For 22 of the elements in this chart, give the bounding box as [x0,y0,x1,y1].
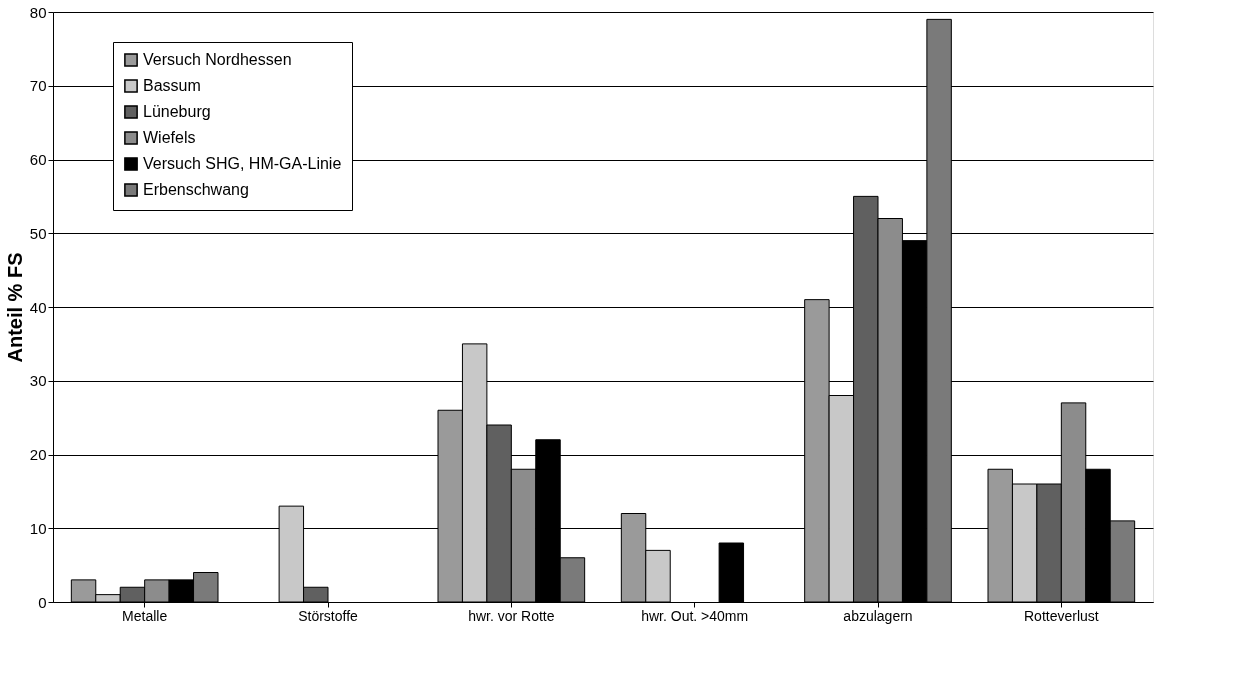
y-tick-label: 80 [29,3,47,21]
y-tick-label: 60 [29,151,47,168]
legend-label: Bassum [143,77,201,94]
x-tick-label: Metalle [122,607,168,624]
legend-label: Versuch SHG, HM-GA-Linie [143,155,342,172]
legend-label: Erbenschwang [143,181,249,198]
y-tick-label: 10 [29,519,47,537]
x-tick-label: Störstoffe [298,607,359,624]
x-tick-label: hwr. Out. >40mm [641,607,749,624]
y-tick-label: 0 [38,593,47,611]
legend-label: Versuch Nordhessen [143,51,292,68]
y-tick-label: 70 [29,77,47,95]
x-tick-label: hwr. vor Rotte [468,607,555,624]
y-tick-label: 30 [29,372,47,390]
y-tick-label: 40 [29,298,47,316]
x-tick-label: abzulagern [843,607,913,624]
legend-label: Lüneburg [143,103,211,120]
y-axis-title: Anteil % FS [3,252,26,363]
y-tick-label: 50 [29,224,47,242]
legend-label: Wiefels [143,129,196,146]
y-tick-label: 20 [29,446,47,463]
x-tick-label: Rotteverlust [1023,607,1099,624]
